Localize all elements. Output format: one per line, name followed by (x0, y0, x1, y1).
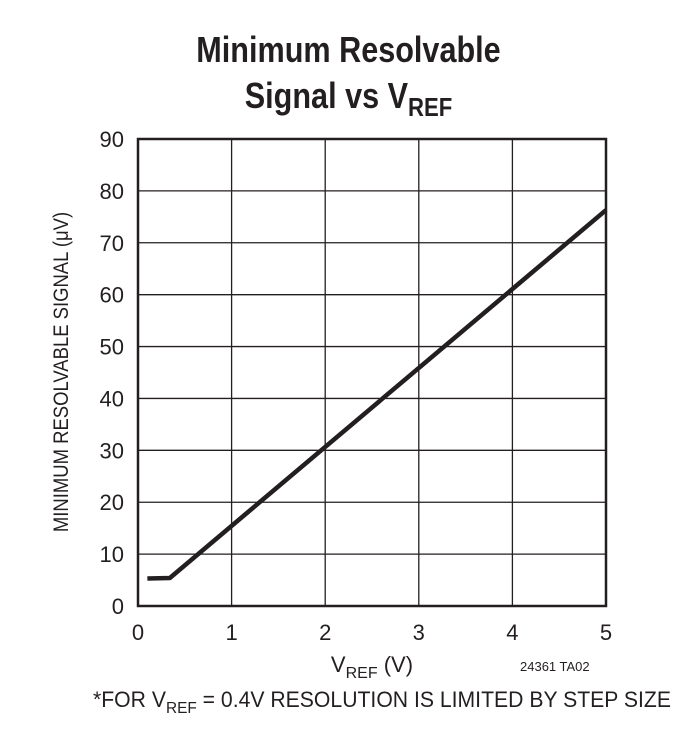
y-axis-label: MINIMUM RESOLVABLE SIGNAL (μV) (50, 212, 73, 532)
x-tick-label: 2 (319, 620, 331, 645)
series-line (147, 208, 608, 581)
y-tick-label: 60 (100, 283, 124, 308)
x-tick-label: 0 (132, 620, 144, 645)
figure-id: 24361 TA02 (520, 659, 590, 674)
chart-title-line2: Signal vs VREF (52, 74, 644, 129)
title-prefix: Signal vs V (244, 75, 409, 116)
y-tick-label: 20 (100, 490, 124, 515)
x-tick-label: 5 (600, 620, 612, 645)
x-axis-label: VREF (V) (331, 652, 413, 682)
y-tick-label: 80 (100, 179, 124, 204)
x-tick-label: 1 (225, 620, 237, 645)
chart-title-line1: Minimum Resolvable (196, 29, 501, 70)
footnote: *FOR VREF = 0.4V RESOLUTION IS LIMITED B… (93, 687, 671, 717)
x-tick-label: 4 (506, 620, 518, 645)
y-tick-label: 30 (100, 438, 124, 463)
x-tick-label: 3 (413, 620, 425, 645)
series (147, 208, 608, 581)
grid (136, 137, 608, 608)
title-subscript: REF (408, 92, 453, 122)
y-tick-label: 90 (100, 127, 124, 152)
y-tick-label: 50 (100, 335, 124, 360)
plot-frame (136, 137, 608, 608)
y-tick-label: 70 (100, 231, 124, 256)
y-tick-label: 0 (112, 594, 124, 619)
y-tick-label: 10 (100, 542, 124, 567)
y-tick-label: 40 (100, 386, 124, 411)
